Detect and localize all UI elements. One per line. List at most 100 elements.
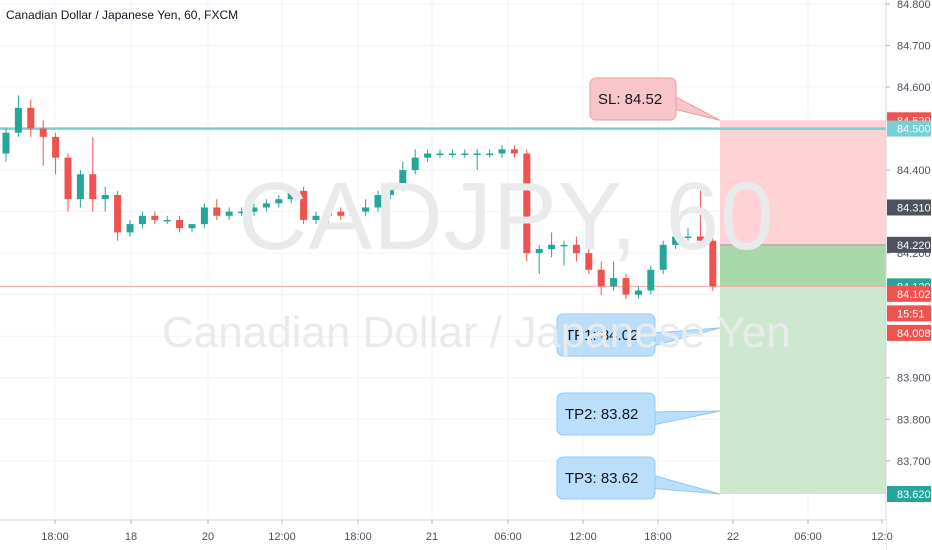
price-tag: 15:51	[887, 305, 931, 322]
time-tick-label: 18:00	[644, 531, 672, 543]
candle	[473, 149, 481, 171]
candle-body	[52, 136, 60, 158]
callout-box	[556, 392, 656, 436]
candle-body	[89, 174, 97, 200]
candle-body	[250, 207, 258, 212]
candle	[300, 186, 308, 225]
candle	[76, 170, 84, 208]
price-tick-label: 84.700	[897, 41, 931, 53]
candle-body	[163, 219, 171, 222]
candle-body	[324, 211, 332, 216]
candle	[696, 186, 704, 245]
price-tag: 84.008	[887, 324, 931, 341]
candle-body	[684, 236, 692, 239]
price-tag-bg	[887, 236, 931, 253]
callout-label: TP1: 84.02	[565, 327, 638, 344]
take-profit-callout[interactable]: TP3: 83.62	[556, 456, 721, 500]
candle-body	[560, 244, 568, 247]
description-watermark: Canadian Dollar / Japanese Yen	[162, 308, 791, 357]
candle-body	[709, 240, 717, 287]
candle	[448, 149, 456, 158]
candle	[548, 232, 556, 258]
candlestick-series	[2, 95, 717, 299]
symbol-watermark: CADJPY, 60	[238, 163, 775, 270]
candle-body	[498, 149, 506, 154]
candle-body	[312, 215, 320, 220]
candle-body	[535, 249, 543, 254]
take-profit-callout[interactable]: TP1: 84.02	[556, 313, 721, 357]
candle	[374, 190, 382, 212]
candle	[510, 145, 518, 158]
candle	[176, 215, 184, 233]
candle	[560, 240, 568, 266]
price-tag-label: 84.008	[897, 328, 931, 340]
candle-body	[76, 174, 84, 200]
candle	[101, 186, 109, 212]
time-tick-label: 18:00	[41, 531, 69, 543]
candle-body	[275, 199, 283, 204]
price-tag-bg	[887, 305, 931, 322]
price-tag-label: 84.102	[897, 289, 931, 301]
candle-body	[349, 211, 357, 216]
candle-body	[39, 128, 47, 137]
callout-pointer	[675, 96, 721, 121]
time-tick-label: 20	[202, 531, 214, 543]
candle	[89, 136, 97, 212]
chart-title: Canadian Dollar / Japanese Yen, 60, FXCM	[6, 8, 239, 22]
candle-body	[386, 186, 394, 196]
candle	[114, 190, 122, 241]
candle-body	[27, 107, 35, 129]
candle-body	[510, 149, 518, 154]
candle-body	[572, 244, 580, 254]
price-tag: 84.102	[887, 285, 931, 302]
candle-body	[461, 153, 469, 155]
price-tag-bg	[887, 486, 931, 502]
time-axis-bg	[0, 520, 886, 550]
candle-body	[362, 207, 370, 212]
candle	[349, 207, 357, 220]
candle	[523, 149, 531, 262]
callout-box	[556, 456, 656, 500]
candle-body	[523, 153, 531, 254]
level-lines	[0, 127, 886, 287]
candle	[27, 99, 35, 137]
candle-body	[597, 269, 605, 287]
time-tick-label: 12:00	[268, 531, 296, 543]
candle-body	[262, 203, 270, 208]
stop-loss-callout[interactable]: SL: 84.52	[589, 77, 721, 121]
price-tag-label: 84.500	[897, 124, 931, 136]
time-axis[interactable]: 18:00 18 20 12:00 18:00 21 06:00 12:00 18:00 22 06…	[0, 519, 893, 550]
candle	[486, 149, 494, 158]
candle	[424, 149, 432, 162]
price-axis[interactable]: 84.80084.70084.60084.40084.20083.90083.8…	[885, 0, 932, 550]
candle-body	[374, 195, 382, 208]
time-tick-label: 12:0	[871, 531, 892, 543]
candle-body	[424, 153, 432, 158]
candle-body	[114, 195, 122, 233]
candle-body	[622, 278, 630, 295]
take-profit-callout[interactable]: TP2: 83.82	[556, 392, 721, 436]
callout-box	[589, 77, 677, 121]
price-tick-label: 83.700	[897, 456, 931, 468]
candle	[386, 182, 394, 200]
price-tick-label: 84.400	[897, 165, 931, 177]
price-tick-label: 84.600	[897, 82, 931, 94]
candle	[684, 228, 692, 241]
price-tick-label: 83.800	[897, 414, 931, 426]
price-tag-label: 84.220	[897, 240, 931, 252]
candle	[622, 273, 630, 299]
candle	[2, 128, 10, 162]
stop-loss-zone	[720, 120, 886, 245]
candle	[436, 149, 444, 158]
candle-body	[14, 107, 22, 133]
candle-body	[672, 236, 680, 245]
price-tag-bg	[887, 285, 931, 302]
candle	[151, 211, 159, 225]
candle	[64, 153, 72, 212]
candle	[362, 199, 370, 216]
candle	[324, 207, 332, 225]
candle	[14, 95, 22, 137]
candle	[163, 215, 171, 225]
candle-body	[2, 132, 10, 154]
